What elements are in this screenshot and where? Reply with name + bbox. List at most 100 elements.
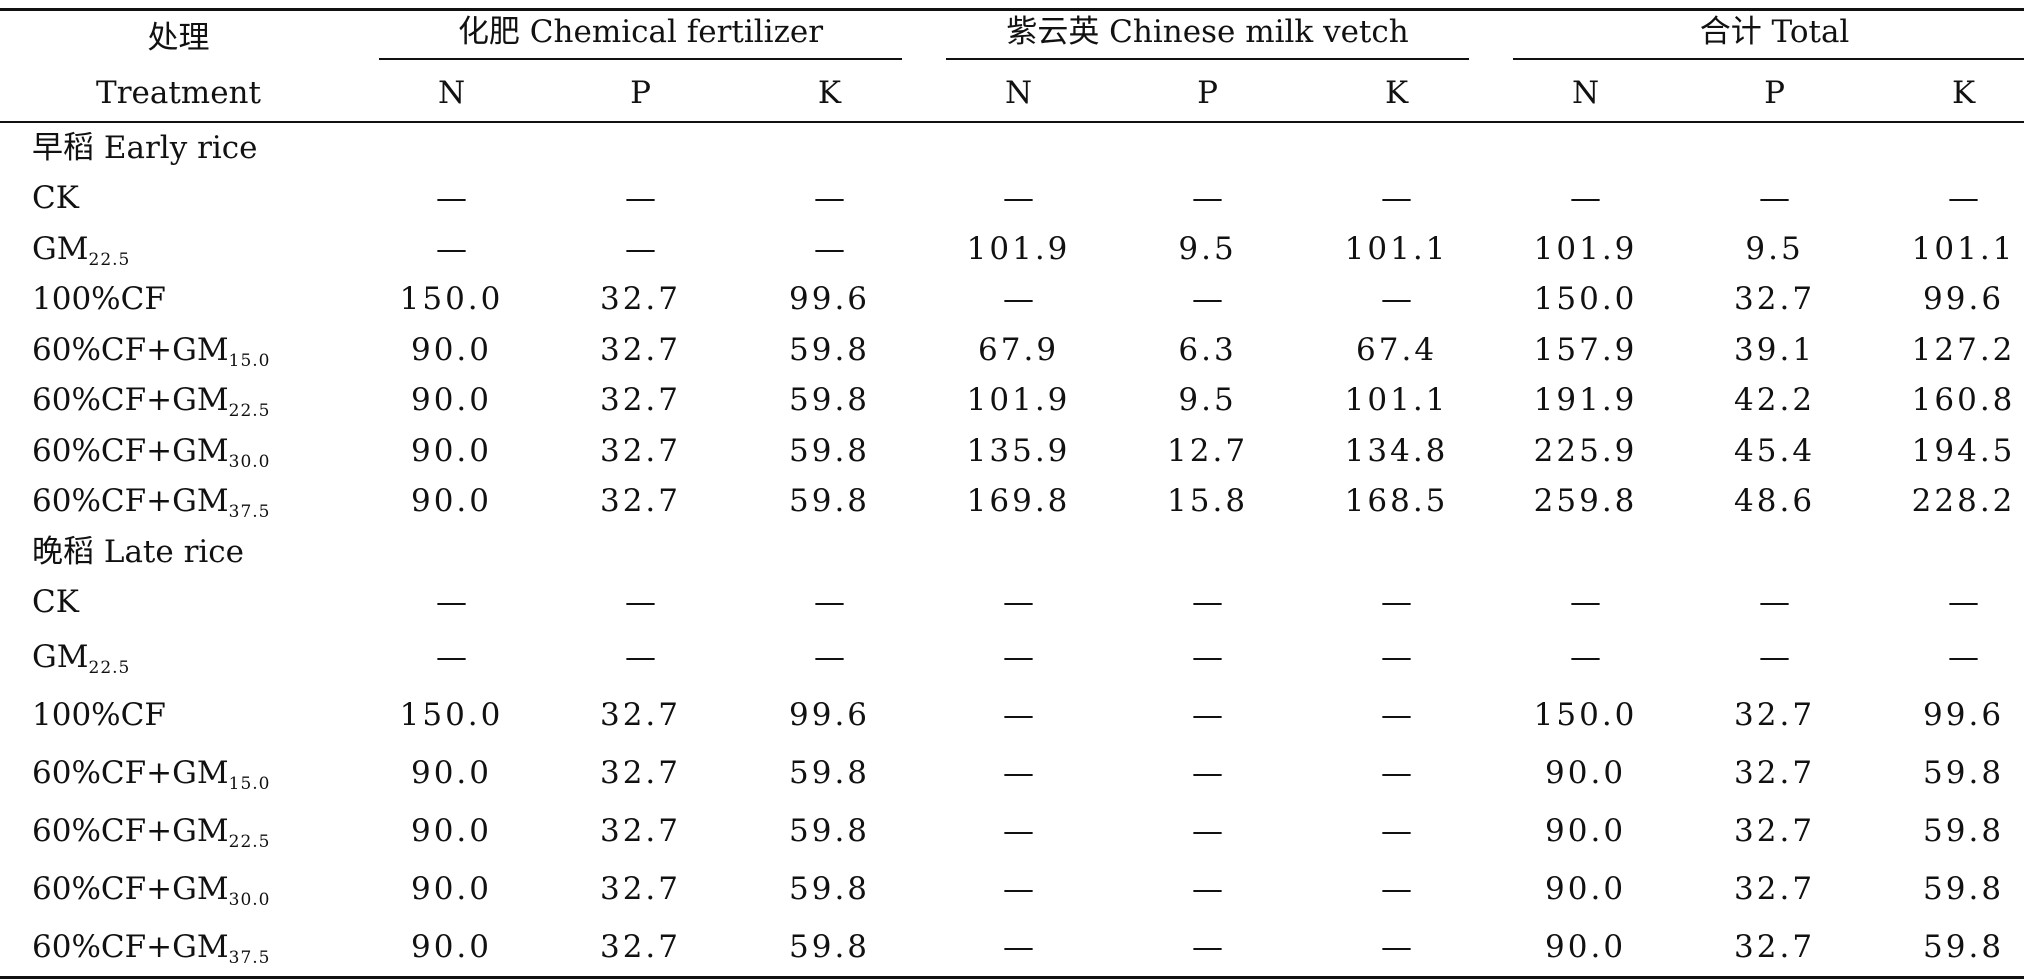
- table-row: GM22.5 — — — — — — — — —: [0, 628, 2024, 686]
- empty-value-dash: —: [1192, 754, 1224, 791]
- treatment-name: 60%CF+GM: [32, 331, 229, 368]
- value-cell: 32.7: [1734, 696, 1816, 733]
- value-cell: 32.7: [599, 331, 682, 368]
- value-cell: 32.7: [1734, 928, 1816, 965]
- empty-cell: [1302, 122, 1491, 174]
- treatment-label: 60%CF+GM15.0: [0, 325, 357, 376]
- empty-value-dash: —: [625, 584, 656, 621]
- empty-value-dash: —: [436, 638, 467, 675]
- value-cell: 32.7: [599, 754, 682, 791]
- empty-value-dash: —: [436, 180, 467, 217]
- value-cell: 39.1: [1734, 331, 1816, 368]
- value-cell: 99.6: [789, 696, 871, 733]
- value-cell: 90.0: [410, 432, 493, 469]
- empty-value-dash: —: [814, 584, 846, 621]
- treatment-rate-subscript: 15.0: [228, 773, 271, 794]
- value-cell: 90.0: [410, 331, 493, 368]
- value-cell: 90.0: [410, 870, 493, 907]
- value-cell: 32.7: [1734, 812, 1816, 849]
- empty-value-dash: —: [625, 638, 656, 675]
- group-header-total-label: 合计 Total: [1513, 17, 2024, 60]
- value-cell: 32.7: [599, 483, 682, 520]
- value-cell: 99.6: [1923, 696, 2005, 733]
- empty-value-dash: —: [1570, 638, 1602, 675]
- empty-value-dash: —: [814, 638, 846, 675]
- value-cell: 101.1: [1911, 230, 2016, 267]
- empty-value-dash: —: [1192, 281, 1224, 318]
- treatment-header-en: Treatment: [96, 75, 261, 111]
- empty-value-dash: —: [1381, 754, 1413, 791]
- table-row: 60%CF+GM30.0 90.0 32.7 59.8 — — — 90.0 32.7 59.8: [0, 860, 2024, 918]
- value-cell: 90.0: [410, 382, 493, 419]
- subcol-header: K: [1384, 75, 1409, 111]
- empty-value-dash: —: [1948, 584, 1980, 621]
- treatment-label: 60%CF+GM22.5: [0, 802, 357, 860]
- empty-value-dash: —: [1381, 870, 1413, 907]
- value-cell: 101.9: [1533, 230, 1638, 267]
- treatment-label: 60%CF+GM30.0: [0, 426, 357, 477]
- table-row: 60%CF+GM15.0 90.0 32.7 59.8 67.9 6.3 67.4 157.9…: [0, 325, 2024, 376]
- treatment-name: 100%CF: [32, 696, 166, 733]
- treatment-label: GM22.5: [0, 224, 357, 275]
- empty-value-dash: —: [1570, 180, 1602, 217]
- empty-value-dash: —: [1381, 696, 1413, 733]
- value-cell: 90.0: [410, 928, 493, 965]
- value-cell: 99.6: [789, 281, 871, 318]
- empty-value-dash: —: [814, 180, 846, 217]
- value-cell: 59.8: [789, 483, 871, 520]
- treatment-label: 60%CF+GM15.0: [0, 744, 357, 802]
- treatment-name: CK: [32, 584, 79, 621]
- value-cell: 59.8: [789, 754, 871, 791]
- treatment-name: 60%CF+GM: [32, 928, 229, 965]
- value-cell: 59.8: [1923, 928, 2005, 965]
- value-cell: 90.0: [1545, 928, 1627, 965]
- empty-value-dash: —: [1192, 928, 1224, 965]
- empty-value-dash: —: [436, 584, 467, 621]
- empty-cell: [735, 527, 924, 578]
- treatment-name: 60%CF+GM: [32, 754, 229, 791]
- empty-value-dash: —: [1759, 180, 1791, 217]
- treatment-name: 60%CF+GM: [32, 870, 229, 907]
- empty-value-dash: —: [1192, 638, 1224, 675]
- empty-value-dash: —: [1192, 696, 1224, 733]
- value-cell: 59.8: [789, 432, 871, 469]
- value-cell: 32.7: [1734, 870, 1816, 907]
- empty-value-dash: —: [1192, 870, 1224, 907]
- value-cell: 32.7: [1734, 281, 1816, 318]
- empty-cell: [357, 527, 546, 578]
- treatment-label: CK: [0, 174, 357, 225]
- treatment-label: 60%CF+GM30.0: [0, 860, 357, 918]
- value-cell: 228.2: [1911, 483, 2016, 520]
- value-cell: 99.6: [1923, 281, 2005, 318]
- group-header-chinese-milk-vetch-label: 紫云英 Chinese milk vetch: [946, 17, 1470, 60]
- value-cell: 59.8: [789, 870, 871, 907]
- value-cell: 32.7: [599, 432, 682, 469]
- treatment-label: CK: [0, 578, 357, 629]
- value-cell: 42.2: [1734, 382, 1816, 419]
- empty-cell: [1680, 527, 1869, 578]
- value-cell: 150.0: [399, 696, 504, 733]
- empty-value-dash: —: [1381, 638, 1413, 675]
- empty-value-dash: —: [625, 230, 656, 267]
- empty-value-dash: —: [1003, 870, 1035, 907]
- treatment-rate-subscript: 15.0: [228, 350, 271, 371]
- empty-value-dash: —: [1003, 696, 1035, 733]
- treatment-rate-subscript: 22.5: [228, 831, 271, 852]
- value-cell: 168.5: [1344, 483, 1449, 520]
- empty-cell: [1113, 122, 1302, 174]
- treatment-label: 60%CF+GM22.5: [0, 376, 357, 427]
- section-title-row: 晚稻 Late rice: [0, 527, 2024, 578]
- empty-value-dash: —: [1003, 281, 1035, 318]
- value-cell: 59.8: [789, 331, 871, 368]
- empty-value-dash: —: [436, 230, 467, 267]
- empty-value-dash: —: [1570, 584, 1602, 621]
- value-cell: 90.0: [1545, 754, 1627, 791]
- empty-value-dash: —: [1948, 180, 1980, 217]
- table-row: GM22.5 — — — 101.9 9.5 101.1 101.9 9.5 101.1: [0, 224, 2024, 275]
- section-title: 早稻 Early rice: [32, 129, 258, 166]
- value-cell: 59.8: [1923, 870, 2005, 907]
- header-group-row: 处理 化肥 Chemical fertilizer 紫云英 Chinese mi…: [0, 9, 2024, 67]
- subcol-header: N: [1004, 75, 1033, 111]
- value-cell: 12.7: [1167, 432, 1249, 469]
- treatment-label: 60%CF+GM37.5: [0, 918, 357, 978]
